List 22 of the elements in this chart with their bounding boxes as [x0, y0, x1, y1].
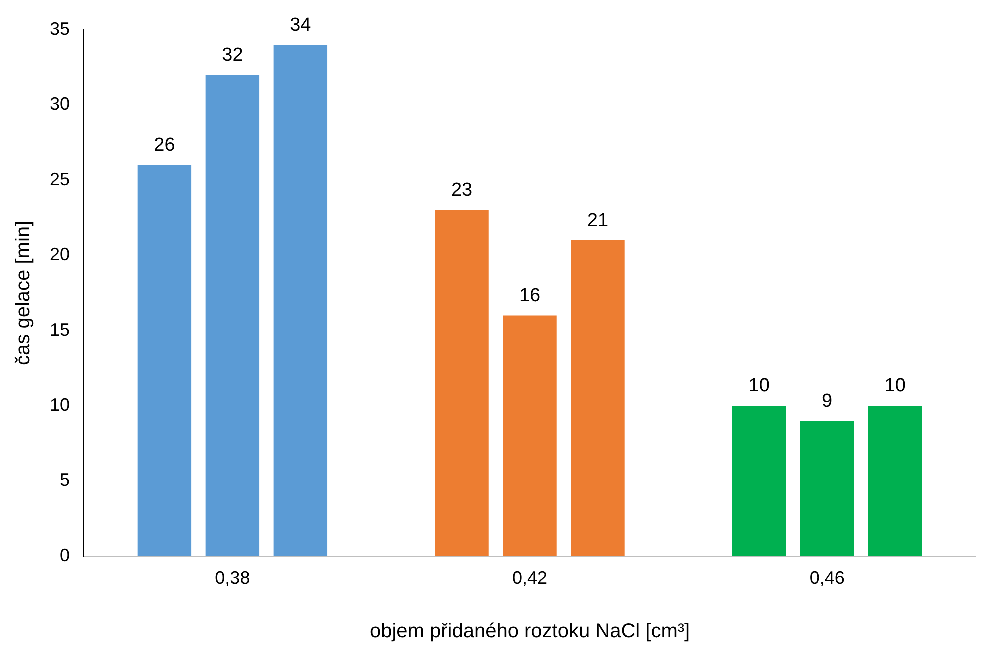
x-axis-title: objem přidaného roztoku NaCl [cm³] — [370, 620, 690, 643]
y-tick-label: 30 — [50, 94, 70, 114]
data-label: 10 — [884, 376, 906, 397]
data-label: 23 — [451, 180, 473, 202]
y-tick-label: 20 — [50, 244, 70, 265]
y-tick-label: 35 — [50, 18, 70, 39]
x-tick-label: 0,42 — [512, 568, 548, 588]
y-tick-label: 15 — [50, 320, 70, 340]
data-label: 34 — [290, 14, 312, 36]
x-tick-label: 0,38 — [215, 568, 250, 588]
y-tick-label: 25 — [50, 169, 70, 190]
data-label: 16 — [519, 285, 541, 306]
data-label: 21 — [587, 210, 609, 232]
y-tick-label: 10 — [50, 394, 70, 415]
y-tick-label: 0 — [60, 545, 70, 566]
data-label: 26 — [154, 135, 176, 156]
data-label: 10 — [748, 376, 770, 397]
data-label: 9 — [822, 390, 833, 412]
y-axis-title: čas gelace [min] — [12, 220, 35, 366]
y-tick-label: 5 — [60, 470, 70, 490]
x-tick-label: 0,46 — [810, 568, 845, 588]
data-label: 32 — [222, 44, 244, 66]
